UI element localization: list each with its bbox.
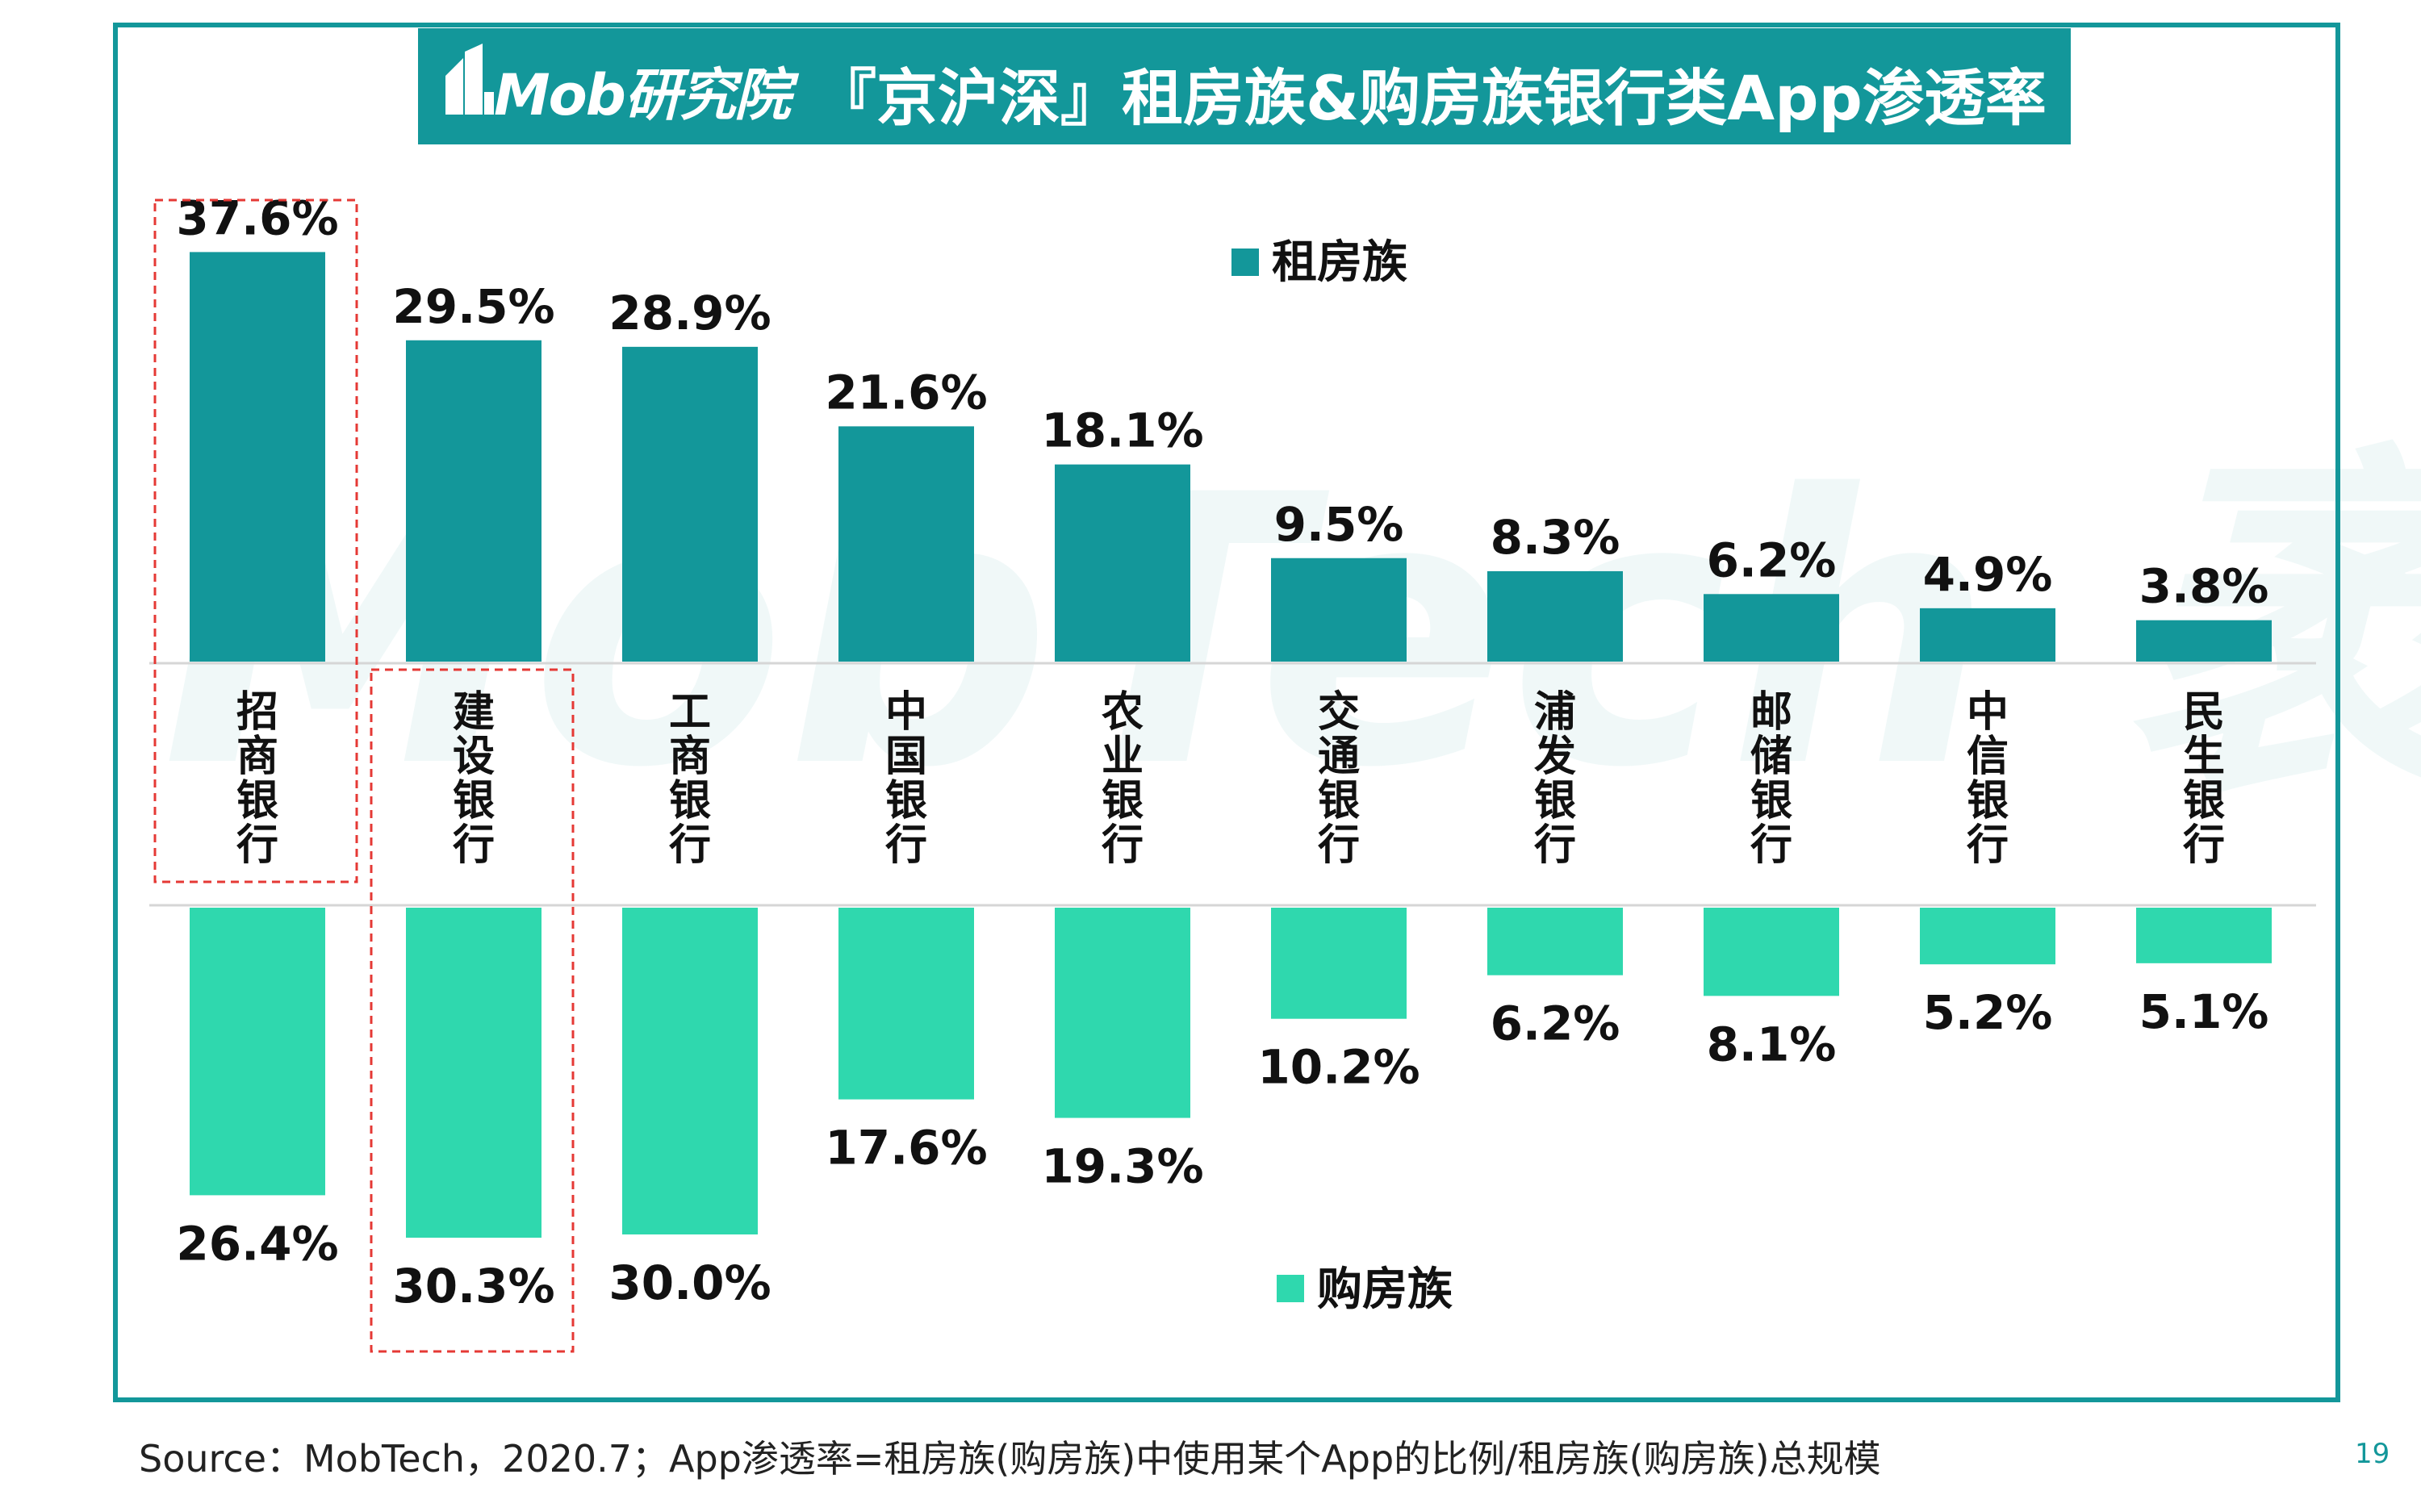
label-rent-cat-6: 9.5% [1274,497,1404,552]
bar-rent-cat-1 [190,252,325,662]
category-label-cat-6: 交通银行 [1318,688,1360,870]
title-bar [418,28,2071,144]
category-label-cat-5: 农业银行 [1102,688,1144,870]
bar-rent-cat-10 [2136,620,2272,662]
label-rent-cat-9: 4.9% [1923,547,2053,602]
bar-buy-cat-5 [1055,908,1190,1118]
label-rent-cat-10: 3.8% [2139,559,2269,614]
category-label-cat-10: 民生银行 [2183,688,2225,870]
page-number: 19 [2355,1438,2390,1470]
label-rent-cat-3: 28.9% [608,286,771,340]
category-label-cat-4: 中国银行 [885,688,927,870]
label-rent-cat-8: 6.2% [1707,533,1837,587]
bar-buy-cat-10 [2136,908,2272,963]
legend-buy-swatch [1277,1275,1304,1302]
category-label-cat-7: 浦发银行 [1534,688,1576,870]
bar-rent-cat-9 [1920,608,2055,662]
bar-rent-cat-4 [838,426,974,662]
category-label-cat-3: 工商银行 [669,688,711,870]
bar-rent-cat-5 [1055,464,1190,662]
legend-rent-swatch [1231,249,1259,276]
bar-buy-cat-2 [406,908,541,1238]
mob-logo: Mob研究院 [445,44,791,128]
bar-rent-cat-7 [1487,570,1623,662]
label-buy-cat-5: 19.3% [1041,1139,1203,1194]
label-buy-cat-2: 30.3% [392,1259,554,1314]
label-rent-cat-5: 18.1% [1041,403,1203,458]
bar-buy-cat-1 [190,908,325,1196]
legend-buy-label: 购房族 [1317,1263,1453,1316]
label-buy-cat-1: 26.4% [176,1216,338,1271]
bar-buy-cat-9 [1920,908,2055,965]
label-buy-cat-9: 5.2% [1923,985,2053,1040]
label-buy-cat-8: 8.1% [1707,1017,1837,1071]
label-rent-cat-2: 29.5% [392,279,554,334]
bar-buy-cat-4 [838,908,974,1100]
bar-buy-cat-3 [622,908,758,1234]
bar-rent-cat-8 [1704,594,1839,662]
chart-frame [113,23,2340,1402]
label-rent-cat-4: 21.6% [825,365,987,420]
label-buy-cat-7: 6.2% [1491,996,1620,1051]
label-buy-cat-6: 10.2% [1257,1040,1420,1095]
label-buy-cat-10: 5.1% [2139,984,2269,1039]
bar-buy-cat-6 [1271,908,1407,1019]
bar-rent-cat-6 [1271,558,1407,662]
bar-rent-cat-2 [406,340,541,662]
source-note: Source：MobTech，2020.7；App渗透率=租房族(购房族)中使用… [139,1437,1881,1481]
bar-buy-cat-7 [1487,908,1623,975]
category-label-cat-9: 中信银行 [1967,688,2009,870]
label-buy-cat-3: 30.0% [608,1255,771,1310]
label-buy-cat-4: 17.6% [825,1121,987,1176]
category-label-cat-1: 招商银行 [236,688,278,870]
highlight-box-ccb [370,668,575,1353]
bar-rent-cat-3 [622,346,758,662]
chart-title: 『京沪深』租房族&购房族银行类App渗透率 [815,62,2047,134]
building-icon [445,44,494,115]
legend-rent-label: 租房族 [1272,236,1407,289]
highlight-box-cmb [153,198,358,883]
bar-buy-cat-8 [1704,908,1839,996]
label-rent-cat-7: 8.3% [1491,510,1620,565]
category-label-cat-8: 邮储银行 [1750,688,1792,870]
logo-text: Mob研究院 [494,62,791,128]
category-label-cat-2: 建设银行 [453,688,495,870]
